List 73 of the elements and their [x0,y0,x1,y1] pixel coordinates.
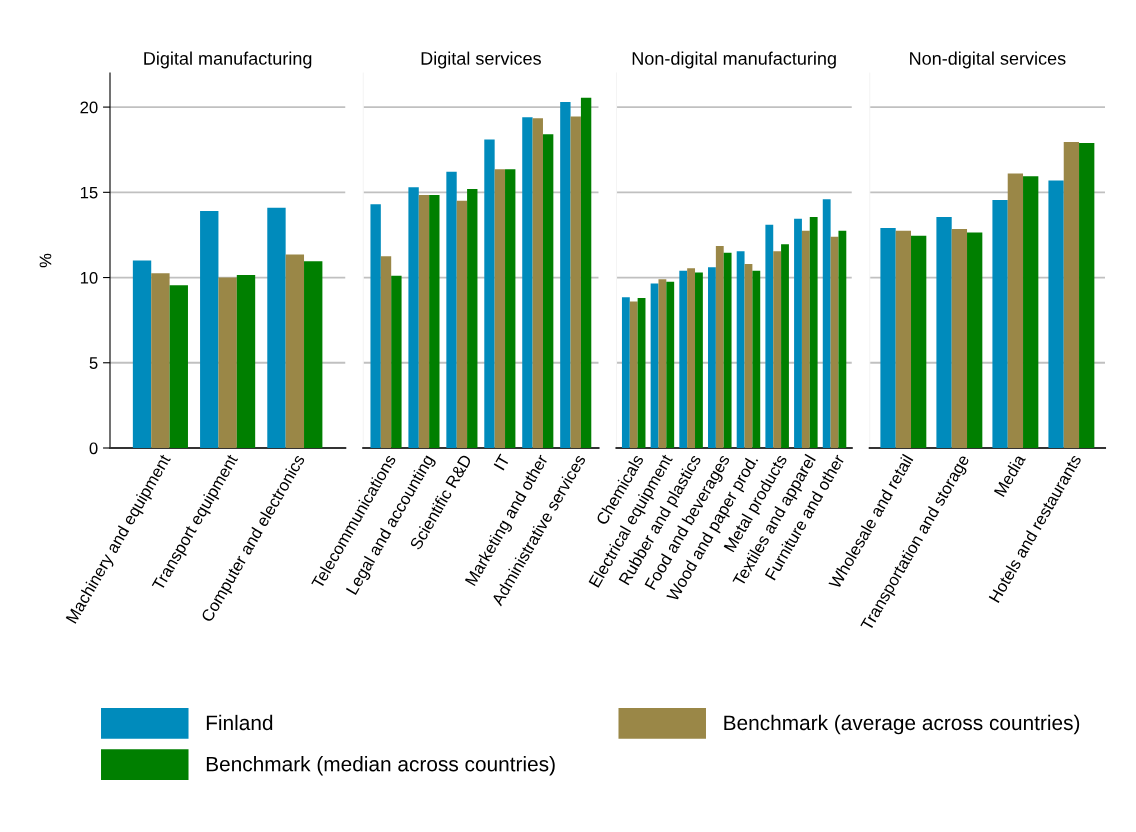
x-tick-label: IT [493,453,511,471]
bar [794,218,802,448]
bar [484,139,495,448]
bar [687,268,696,448]
bar [1023,176,1039,448]
bar [723,252,732,448]
bar [456,200,468,448]
bar [708,267,716,448]
bar [494,169,506,448]
bar [267,207,286,448]
bar [522,117,533,448]
y-tick-label: 5 [89,357,98,369]
bar [1048,180,1064,448]
y-tick-label: 20 [80,101,98,114]
bar [809,217,818,448]
bar [236,274,256,448]
bar [408,187,419,448]
bar [752,270,761,448]
bar [666,281,675,448]
chart-title: Non-digital manufacturing [632,51,836,69]
bar [781,244,789,448]
bar [380,256,392,448]
bar [200,211,219,448]
bar [218,277,237,448]
bar [992,199,1008,448]
bar [560,101,571,448]
bar [505,169,516,448]
bar [736,251,745,448]
chart-title: Digital manufacturing [144,51,312,69]
y-tick-label: 15 [80,186,98,199]
bar [570,116,581,448]
bar [1007,173,1024,448]
bar [911,235,927,448]
legend-label: Benchmark (average across countries) [724,714,1080,735]
bar [880,228,896,448]
bar [542,134,554,448]
bar [621,297,630,448]
bar [1079,142,1095,448]
bar [801,230,810,448]
bar [967,232,983,448]
bar [936,217,952,448]
bar [151,273,170,448]
bar [467,188,478,448]
bar [838,230,847,448]
bar [658,279,667,448]
bar [580,97,592,448]
bar [1063,142,1080,448]
legend-label: Benchmark (median across countries) [206,756,555,776]
y-tick-label: 10 [80,271,98,284]
y-tick-label: 0 [89,442,98,455]
bar [629,301,638,448]
chart-title: Digital services [421,51,541,69]
bar [895,230,912,448]
bar [370,204,381,448]
bar [285,254,305,448]
bar [304,261,323,448]
bar [765,224,774,448]
bar [132,260,152,448]
bar [532,118,543,448]
bar [695,272,703,448]
bar [822,199,831,448]
chart-title: Non-digital services [910,51,1066,69]
bar [951,228,968,448]
bar [679,270,688,448]
bar [169,285,188,448]
y-axis-title: % [39,253,52,268]
bar [418,194,430,448]
bar [715,246,724,448]
bar [773,251,782,448]
bar [429,194,440,448]
bar [391,275,402,448]
bar [446,171,457,448]
legend-label: Finland [206,714,273,731]
